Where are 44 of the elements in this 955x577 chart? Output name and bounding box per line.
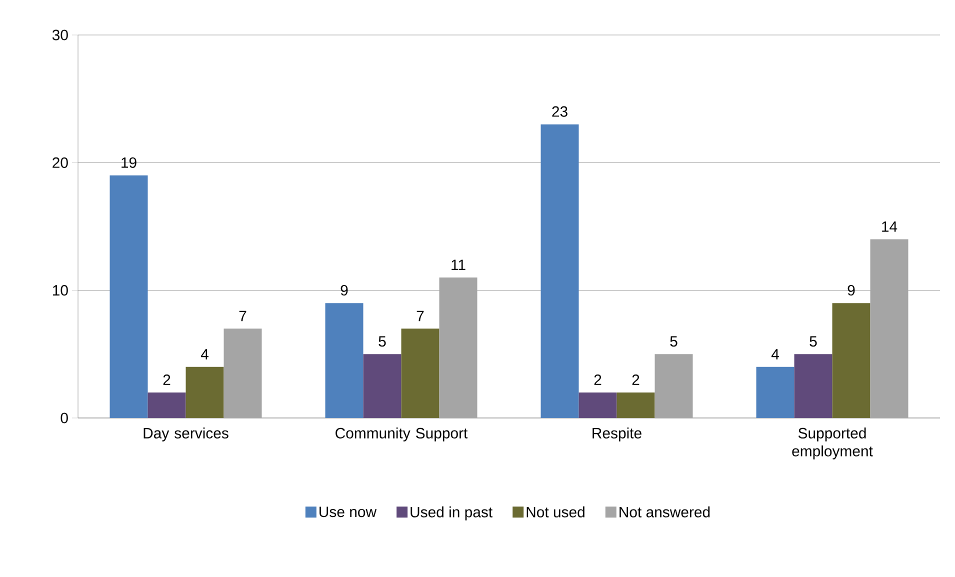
bar	[363, 354, 402, 418]
bar	[578, 392, 617, 418]
legend-label: Not answered	[620, 506, 710, 518]
data-label: 4	[771, 349, 779, 360]
bar	[832, 303, 870, 418]
bar	[224, 328, 262, 418]
data-label: 5	[670, 336, 678, 347]
legend-label: Use now	[320, 506, 377, 518]
data-label: 11	[452, 260, 466, 270]
data-label: 23	[552, 106, 568, 117]
data-label: 2	[594, 374, 602, 385]
data-label: 7	[416, 310, 424, 322]
x-tick-label: Day services	[144, 428, 228, 442]
y-tick-label: 0	[60, 412, 68, 424]
data-label: 7	[239, 310, 246, 322]
data-label: 5	[810, 336, 817, 347]
data-label: 2	[632, 374, 640, 385]
bar	[439, 278, 478, 418]
data-label: 14	[882, 221, 898, 232]
y-tick-label: 20	[52, 157, 68, 168]
bar	[756, 366, 794, 418]
data-label: 2	[163, 374, 170, 385]
y-tick-label: 30	[52, 30, 68, 40]
bar	[794, 354, 832, 418]
x-tick-label: Community Support	[336, 428, 468, 442]
data-label: 19	[122, 157, 136, 168]
data-label: 9	[848, 284, 855, 296]
bar	[540, 124, 579, 418]
legend-label: Used in past	[410, 506, 492, 520]
bar	[401, 328, 440, 418]
data-label: 9	[340, 284, 348, 296]
y-tick-label: 10	[53, 285, 68, 296]
x-tick-label: Respite	[592, 428, 642, 442]
bar	[616, 392, 655, 418]
data-label: 4	[200, 349, 208, 360]
x-tick-label: Supported employment	[792, 428, 873, 460]
bar	[325, 303, 364, 418]
bar	[148, 392, 186, 418]
data-label: 5	[378, 336, 386, 347]
bar	[654, 354, 693, 418]
legend-label: Not used	[526, 506, 584, 518]
bar	[186, 366, 224, 418]
bar	[870, 239, 908, 418]
bar	[110, 175, 148, 418]
